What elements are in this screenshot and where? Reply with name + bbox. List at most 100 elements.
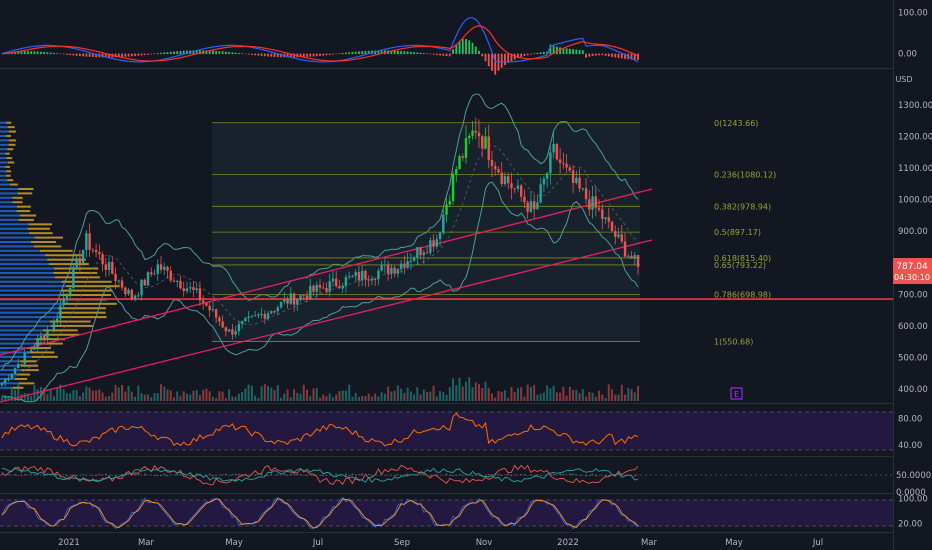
volume-bar (604, 397, 607, 401)
volume-bar (322, 394, 325, 401)
stochrsi-histogram-bar (53, 475, 55, 476)
volume-profile-bar (42, 329, 78, 332)
candle-body (510, 183, 513, 189)
stoch-k-line (1, 496, 639, 529)
volume-profile-bar (0, 263, 49, 266)
volume-profile-bar (51, 324, 93, 327)
macd-histogram-bar (23, 51, 26, 55)
volume-bar (153, 393, 156, 401)
candle-body (328, 281, 331, 292)
time-tick-label: Nov (476, 538, 493, 548)
stochrsi-histogram-bar (633, 475, 636, 477)
price-tick-label: 1100.00 (898, 164, 932, 174)
time-axis[interactable]: 2021 Mar May Jul Sep Nov 2022 Mar May Jul (58, 538, 823, 548)
stochrsi-histogram-bar (445, 473, 448, 476)
macd-histogram-bar (319, 53, 321, 56)
stochrsi-histogram-bar (517, 475, 519, 476)
stochrsi-histogram-bar (49, 473, 52, 476)
macd-histogram-bar (555, 46, 558, 55)
volume-bar (503, 390, 506, 401)
macd-histogram-bar (461, 39, 464, 55)
trend-channel[interactable] (0, 188, 653, 403)
candle-body (205, 302, 208, 306)
macd-histogram-bar (140, 53, 143, 56)
stochrsi-histogram-bar (173, 474, 175, 476)
stochrsi-histogram-bar (147, 474, 149, 476)
stochrsi-histogram-bar (367, 473, 370, 476)
macd-histogram-bar (65, 53, 68, 55)
candle-body (354, 272, 357, 276)
stochrsi-histogram-bar (66, 475, 68, 477)
candle-body (7, 378, 10, 380)
stochrsi-histogram-bar (419, 474, 422, 476)
macd-histogram-bar (173, 51, 175, 55)
macd-histogram-bar (549, 44, 552, 55)
volume-bar (413, 394, 416, 401)
volume-profile-bar (21, 364, 39, 367)
stoch-band-fill (0, 500, 893, 526)
macd-histogram-bar (30, 51, 33, 55)
fib-retracement[interactable]: 0(1243.66) 0.236(1080.12) 0.382(978.94) 0.5… (0, 119, 893, 347)
volume-bar (114, 385, 117, 401)
fib-level-label: 0.236(1080.12) (714, 170, 776, 179)
macd-histogram-bar (273, 53, 276, 57)
stochrsi-histogram-bar (539, 475, 542, 476)
volume-profile-bar (16, 210, 31, 213)
price-axis[interactable]: 1300.001200.001100.001000.00900.00800.00… (896, 8, 932, 529)
candle-body (610, 221, 614, 232)
stochrsi-histogram-bar (62, 474, 65, 476)
volume-bar (432, 385, 435, 401)
volume-bar (575, 389, 578, 401)
macd-histogram-bar (354, 51, 357, 55)
macd-histogram-bar (419, 52, 422, 55)
candle-body (46, 330, 49, 339)
candle-body (549, 152, 552, 174)
macd-histogram-bar (299, 53, 302, 58)
macd-histogram-bar (565, 48, 568, 55)
candle-body (419, 247, 422, 256)
candle-body (568, 167, 572, 171)
candle-body (283, 299, 286, 302)
volume-profile-bar (16, 205, 31, 208)
stochrsi-histogram-bar (345, 473, 347, 476)
candle-body (189, 287, 192, 289)
volume-profile-bar (8, 130, 17, 133)
volume-bar (529, 386, 532, 401)
earnings-event-marker[interactable] (730, 387, 743, 400)
stochrsi-histogram-bar (241, 474, 243, 476)
volume-profile-bar (6, 157, 13, 160)
volume-bar (10, 387, 13, 401)
volume-bar (176, 391, 179, 401)
stochrsi-histogram-bar (228, 475, 230, 476)
stochrsi-histogram-bar (536, 474, 539, 476)
stochrsi-histogram-bar (384, 475, 386, 476)
stochrsi-histogram-bar (69, 474, 71, 476)
volume-profile-bar (0, 134, 7, 137)
macd-histogram-bar (435, 53, 438, 56)
macd-histogram-bar (95, 53, 98, 58)
candle-body (516, 185, 520, 189)
volume-bar (237, 393, 240, 401)
volume-bar (549, 388, 552, 401)
stoch-tick-label: 100.00 (898, 495, 928, 505)
stochrsi-histogram-bar (500, 475, 503, 476)
candle-body (562, 162, 565, 164)
volume-bar (82, 392, 85, 401)
stochrsi-histogram-bar (140, 474, 143, 476)
stochrsi-histogram-bar (143, 473, 146, 476)
stochrsi-histogram-bar (312, 475, 315, 476)
macd-histogram-bar (257, 53, 260, 56)
volume-bar (39, 386, 42, 401)
candle-body (94, 250, 98, 253)
macd-histogram-bar (241, 53, 244, 55)
volume-bar (130, 391, 133, 401)
volume-profile-bar (27, 227, 50, 230)
candle-body (325, 288, 328, 292)
stochrsi-histogram-bar (348, 475, 351, 477)
volume-bar (533, 384, 536, 401)
price-tick-label: 1200.00 (898, 133, 932, 143)
macd-histogram-bar (160, 52, 162, 55)
candle-body (117, 280, 121, 282)
stochrsi-histogram-bar (617, 474, 620, 476)
